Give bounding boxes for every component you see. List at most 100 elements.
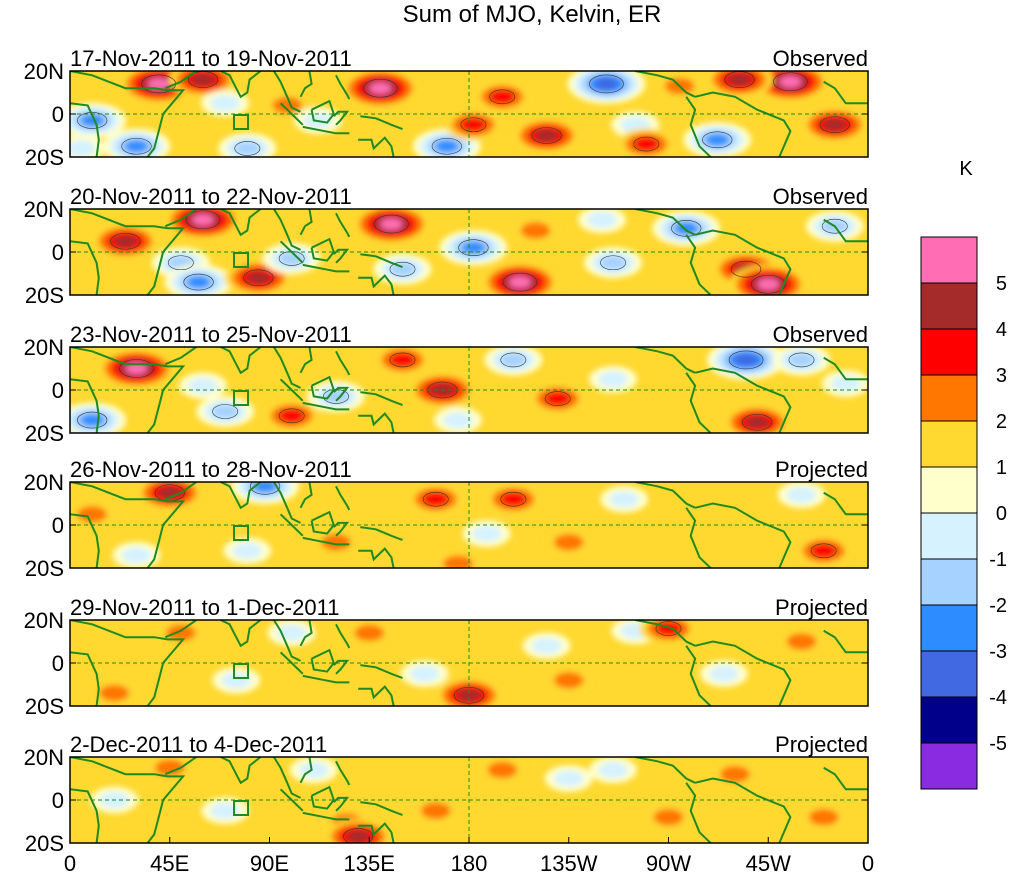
colorbar-tick-label: -1: [989, 549, 1007, 571]
colorbar-swatch: [920, 696, 978, 744]
contour-line: [810, 543, 837, 559]
blob-ring: [745, 416, 769, 429]
anomaly-blob: [578, 209, 626, 234]
blob-ring: [113, 235, 138, 248]
contour-line: [500, 491, 527, 507]
coastline: [273, 71, 301, 113]
anomaly-blob: [777, 482, 826, 509]
anomaly-blob: [639, 620, 698, 645]
coastline: [685, 782, 712, 843]
colorbar: K 5 4 3 2 1 0 -1 -2 -3 -4 -5: [920, 158, 1007, 790]
blob-ring: [99, 684, 130, 702]
anomaly-blob: [522, 632, 571, 660]
colorbar-tick-label: -5: [989, 733, 1007, 755]
blob-ring: [346, 830, 370, 843]
blob-ring: [734, 354, 758, 366]
y-tick-label: 20S: [25, 694, 64, 719]
anomaly-blob: [652, 210, 721, 247]
coastline: [70, 378, 100, 433]
coastline: [335, 74, 351, 100]
colorbar-tick-label: 4: [996, 319, 1007, 341]
contour-line: [728, 350, 764, 370]
coastline: [823, 491, 868, 516]
coastline: [685, 645, 712, 706]
contour-line: [167, 255, 194, 271]
panel-date-range: 17-Nov-2011 to 19-Nov-2011: [70, 46, 352, 71]
coastline: [164, 757, 197, 776]
panel-2: 20N 0 20S 20-Nov-2011 to 22-Nov-2011 Observe…: [24, 184, 869, 308]
anomaly-blob: [70, 135, 106, 157]
panel-date-range: 2-Dec-2011 to 4-Dec-2011: [70, 732, 327, 757]
blob-ring: [520, 222, 551, 239]
anomaly-blob: [794, 535, 853, 567]
coastline: [358, 136, 395, 157]
blob-ring: [508, 276, 532, 288]
anomaly-blob: [683, 122, 752, 157]
y-tick-label: 20N: [24, 59, 64, 84]
anomaly-blob: [212, 666, 261, 694]
contour-line: [431, 137, 462, 155]
blob-ring: [460, 117, 487, 132]
coastline: [823, 80, 868, 105]
blob-ring: [534, 129, 559, 142]
anomaly-blob: [373, 347, 432, 376]
anomaly-blob: [179, 372, 227, 400]
coastline: [220, 620, 262, 648]
anomaly-blob: [218, 132, 277, 157]
coastline: [273, 482, 301, 524]
coastline: [70, 209, 186, 295]
y-tick-label: 20N: [24, 197, 64, 222]
blob-ring: [188, 377, 218, 394]
coastline: [694, 502, 792, 568]
anomaly-blob: [544, 666, 593, 694]
coastline: [358, 412, 395, 433]
blob-ring: [77, 506, 107, 523]
contour-line: [500, 352, 527, 368]
contour-line: [788, 352, 815, 368]
anomaly-blob: [478, 757, 527, 784]
contour-line: [212, 404, 239, 419]
contour-line: [363, 78, 398, 98]
blob-ring: [489, 89, 516, 104]
blob-ring: [587, 211, 617, 228]
contour-line: [343, 828, 374, 843]
coastline: [333, 659, 350, 675]
anomaly-blob: [223, 537, 272, 565]
contour-line: [422, 491, 449, 507]
colorbar-tick-label: 3: [996, 365, 1007, 387]
blob-ring: [389, 352, 416, 367]
colorbar-swatch: [920, 466, 978, 514]
coastline: [279, 513, 304, 537]
anomaly-blob: [772, 347, 831, 376]
coastline: [358, 547, 395, 568]
coastline: [335, 212, 351, 238]
blob-ring: [278, 408, 305, 423]
panel-field: [70, 71, 868, 157]
coastline: [358, 274, 395, 295]
coastline: [279, 102, 304, 126]
y-tick-label: 20S: [25, 283, 64, 308]
contour-line: [600, 255, 626, 271]
panel-date-range: 20-Nov-2011 to 22-Nov-2011: [70, 184, 352, 209]
contour-line: [110, 232, 141, 250]
anomaly-blob: [145, 757, 194, 782]
coastline: [694, 777, 792, 843]
anomaly-blob: [799, 803, 848, 831]
coastline: [335, 760, 351, 786]
panel-status: Projected: [775, 595, 868, 620]
anomaly-blob: [196, 395, 255, 428]
blob-ring: [154, 759, 185, 776]
region-box: [233, 390, 250, 406]
coastline: [299, 347, 313, 374]
blob-ring: [232, 542, 263, 560]
blob-ring: [369, 82, 392, 94]
contour-line: [544, 391, 571, 406]
blob-ring: [420, 802, 451, 819]
anomaly-blob: [164, 264, 233, 295]
coastline: [694, 367, 792, 433]
blob-ring: [70, 140, 96, 157]
coastline: [70, 102, 100, 157]
x-tick-label: 135W: [540, 851, 598, 876]
contour-line: [633, 136, 660, 152]
anomaly-blob: [723, 404, 792, 433]
